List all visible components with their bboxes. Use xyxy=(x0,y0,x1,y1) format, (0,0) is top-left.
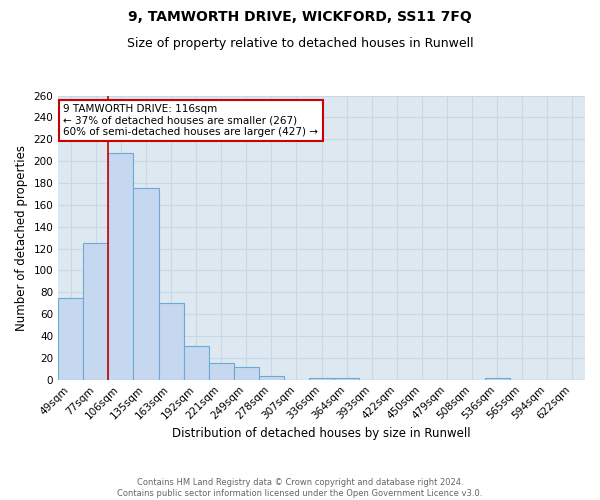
Bar xyxy=(133,188,158,380)
Bar xyxy=(184,346,209,380)
Bar xyxy=(58,298,83,380)
Bar xyxy=(158,303,184,380)
Text: 9, TAMWORTH DRIVE, WICKFORD, SS11 7FQ: 9, TAMWORTH DRIVE, WICKFORD, SS11 7FQ xyxy=(128,10,472,24)
Bar xyxy=(309,378,334,380)
Bar xyxy=(259,376,284,380)
Bar xyxy=(209,364,234,380)
X-axis label: Distribution of detached houses by size in Runwell: Distribution of detached houses by size … xyxy=(172,427,471,440)
Text: Size of property relative to detached houses in Runwell: Size of property relative to detached ho… xyxy=(127,38,473,51)
Bar xyxy=(83,243,109,380)
Y-axis label: Number of detached properties: Number of detached properties xyxy=(15,144,28,330)
Text: Contains HM Land Registry data © Crown copyright and database right 2024.
Contai: Contains HM Land Registry data © Crown c… xyxy=(118,478,482,498)
Bar xyxy=(109,154,133,380)
Text: 9 TAMWORTH DRIVE: 116sqm
← 37% of detached houses are smaller (267)
60% of semi-: 9 TAMWORTH DRIVE: 116sqm ← 37% of detach… xyxy=(64,104,319,137)
Bar xyxy=(234,366,259,380)
Bar xyxy=(485,378,510,380)
Bar xyxy=(334,378,359,380)
